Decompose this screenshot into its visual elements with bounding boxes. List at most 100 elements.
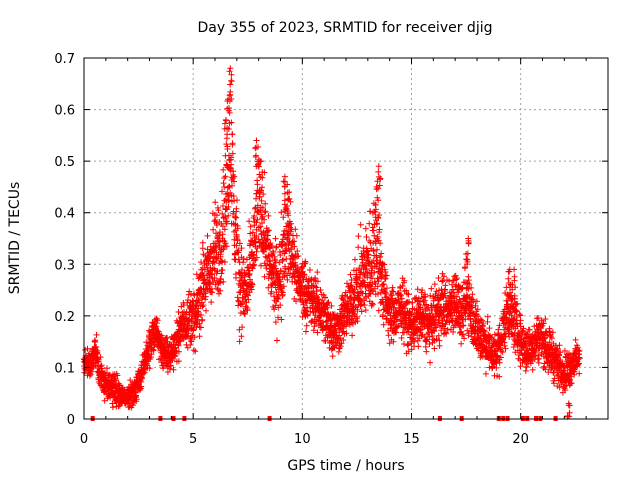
data-point	[361, 302, 368, 308]
data-point	[446, 278, 453, 285]
data-point	[190, 324, 197, 331]
data-point	[247, 230, 254, 237]
data-point	[405, 341, 412, 348]
data-point	[477, 316, 484, 323]
data-point	[238, 333, 245, 340]
data-point	[255, 224, 262, 231]
data-point	[362, 307, 369, 314]
data-point	[275, 314, 281, 321]
data-point	[502, 345, 509, 352]
data-point	[387, 303, 394, 309]
data-point	[164, 338, 171, 345]
data-point	[409, 311, 415, 318]
data-point	[202, 296, 209, 303]
data-point	[431, 316, 438, 323]
data-point	[169, 357, 176, 364]
data-point	[272, 319, 279, 326]
data-point	[217, 287, 224, 294]
data-point	[291, 243, 298, 250]
data-point	[354, 276, 361, 283]
data-point	[264, 236, 270, 243]
data-point	[523, 363, 530, 370]
data-point	[241, 273, 248, 280]
data-point	[554, 372, 561, 379]
data-point	[249, 281, 256, 288]
y-axis-label: SRMTID / TECUs	[7, 182, 23, 295]
data-point	[433, 336, 440, 343]
data-point	[318, 312, 325, 319]
data-point	[340, 296, 346, 303]
data-point	[364, 274, 371, 281]
data-point	[98, 362, 105, 369]
data-point	[268, 243, 275, 249]
data-point	[540, 320, 547, 327]
data-point	[115, 403, 122, 410]
data-point	[175, 358, 182, 365]
data-point	[219, 210, 226, 217]
data-point	[235, 249, 242, 256]
data-point	[370, 227, 377, 234]
data-point	[505, 330, 512, 337]
data-point	[520, 325, 527, 332]
data-point	[491, 331, 498, 338]
data-point	[369, 275, 375, 282]
data-point	[344, 280, 350, 287]
data-point	[204, 232, 211, 239]
data-point	[347, 271, 354, 278]
x-tick-label: 5	[189, 432, 197, 447]
data-point	[427, 359, 434, 366]
data-point	[380, 312, 386, 318]
data-point	[261, 248, 267, 255]
data-point	[197, 324, 204, 331]
data-point	[370, 248, 377, 255]
data-point	[380, 321, 387, 328]
data-point	[220, 278, 227, 285]
data-point	[303, 308, 310, 314]
data-point	[270, 250, 277, 256]
data-point	[198, 312, 204, 318]
data-point	[284, 203, 291, 209]
data-point	[280, 214, 287, 221]
data-point	[435, 275, 442, 281]
data-point	[267, 240, 274, 247]
data-point	[398, 335, 405, 341]
data-point	[333, 342, 340, 349]
data-point	[277, 252, 284, 259]
data-point	[213, 243, 220, 250]
data-point	[353, 284, 360, 290]
data-point	[244, 307, 251, 314]
data-point	[279, 289, 286, 296]
data-point	[458, 340, 465, 347]
data-point	[418, 333, 425, 339]
data-point	[112, 376, 119, 382]
data-point	[231, 173, 238, 180]
data-point	[228, 78, 235, 85]
data-point	[253, 248, 260, 255]
data-point	[405, 291, 412, 298]
data-point	[382, 289, 389, 296]
data-point	[415, 295, 422, 302]
data-point	[227, 65, 234, 72]
data-point	[459, 300, 466, 307]
data-point	[355, 244, 362, 251]
data-point	[303, 322, 310, 329]
y-tick-label: 0.4	[54, 207, 75, 222]
data-point	[484, 318, 491, 325]
data-point	[494, 352, 501, 359]
data-point	[436, 337, 443, 344]
data-point	[225, 212, 232, 219]
data-point	[431, 295, 438, 302]
data-point	[276, 259, 283, 266]
data-point	[375, 307, 382, 314]
data-point	[422, 293, 429, 300]
data-point	[428, 285, 435, 292]
data-point	[424, 305, 430, 312]
data-point	[325, 299, 332, 306]
data-point	[191, 334, 198, 341]
data-point	[240, 255, 247, 262]
data-point	[220, 180, 227, 187]
data-point	[374, 246, 380, 253]
data-point	[374, 220, 380, 227]
y-tick-label: 0.7	[54, 52, 75, 67]
x-axis-label: GPS time / hours	[287, 458, 404, 474]
